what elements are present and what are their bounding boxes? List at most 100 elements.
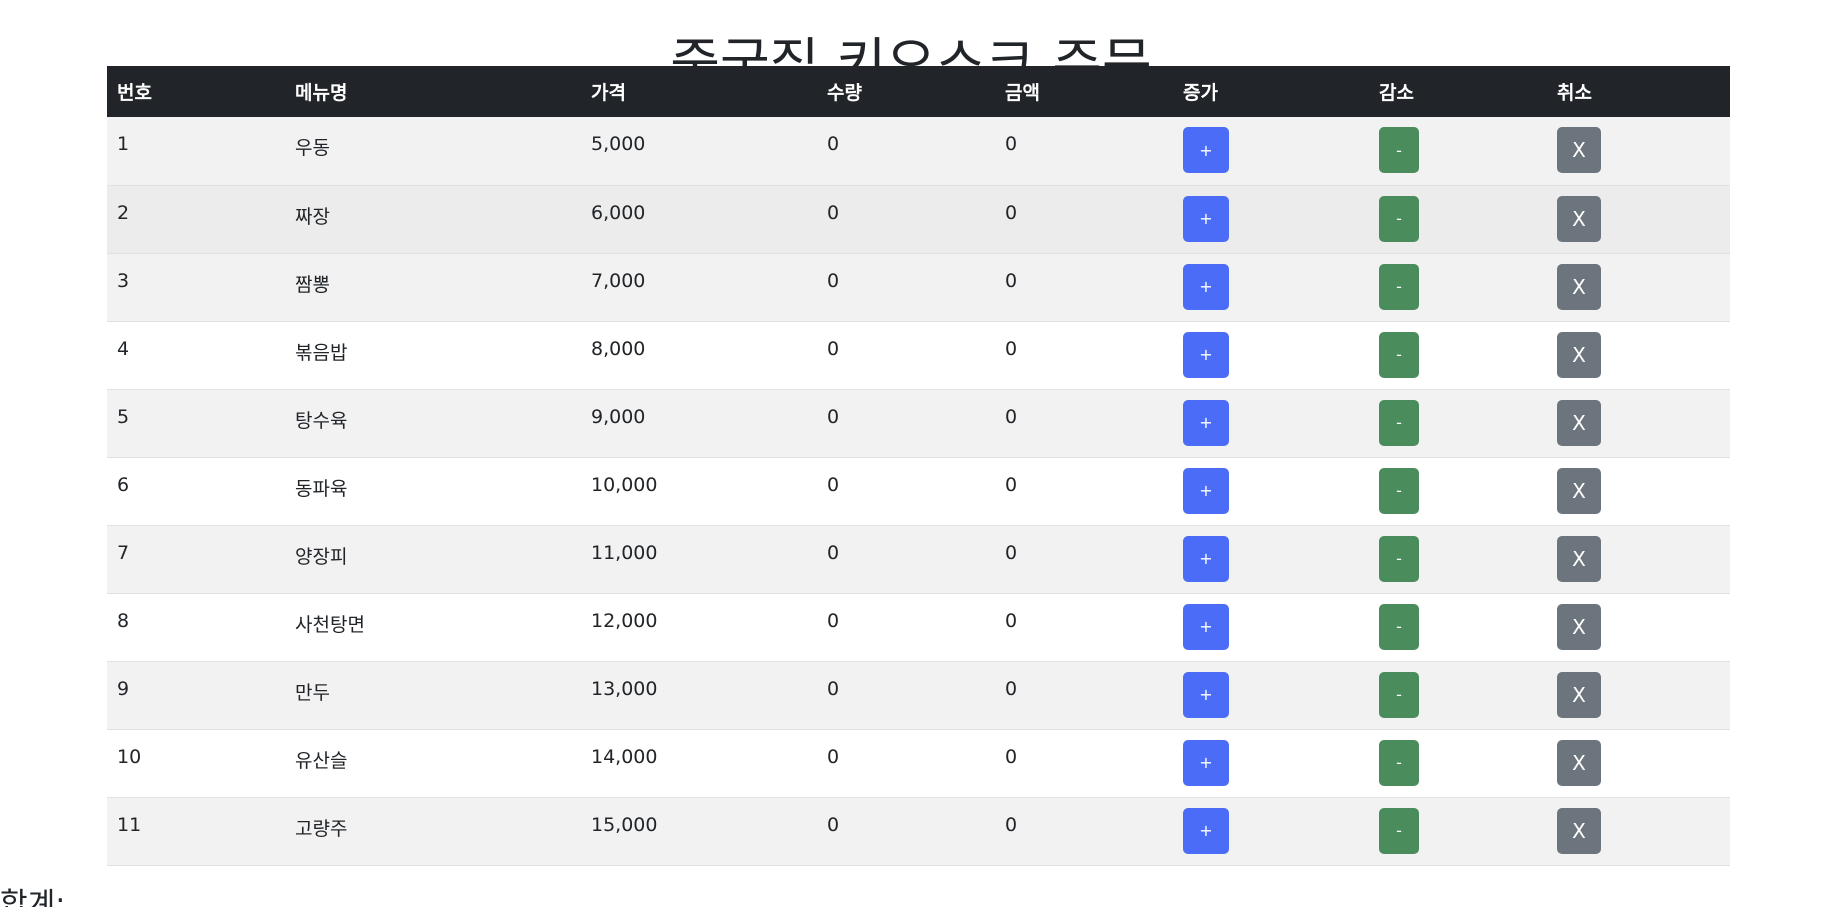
header-cancel: 취소 — [1557, 82, 1592, 104]
row-number: 6 — [117, 473, 130, 496]
cancel-button-cell: X — [1547, 457, 1730, 525]
cancel-button[interactable]: X — [1557, 331, 1601, 378]
decrease-button[interactable]: - — [1379, 127, 1419, 173]
decrease-button-cell: - — [1369, 389, 1547, 457]
cancel-button-cell: X — [1547, 253, 1730, 321]
cancel-button[interactable]: X — [1557, 671, 1601, 718]
decrease-button[interactable]: - — [1379, 331, 1419, 378]
increase-button-cell: + — [1173, 185, 1369, 253]
menu-name: 양장피 — [295, 545, 348, 568]
cancel-button[interactable]: X — [1557, 263, 1601, 310]
increase-button-cell: + — [1173, 593, 1369, 661]
menu-price: 6,000 — [591, 201, 646, 224]
row-number: 5 — [117, 405, 130, 428]
cancel-button[interactable]: X — [1557, 399, 1601, 446]
row-number: 11 — [117, 813, 142, 836]
menu-quantity: 0 — [827, 405, 840, 428]
decrease-button[interactable]: - — [1379, 807, 1419, 854]
menu-amount: 0 — [1005, 133, 1018, 155]
decrease-button-cell: - — [1369, 185, 1547, 253]
menu-amount: 0 — [1005, 609, 1018, 632]
menu-quantity: 0 — [827, 813, 840, 836]
decrease-button[interactable]: - — [1379, 739, 1419, 786]
header-amount: 금액 — [1005, 82, 1040, 104]
cancel-button-cell: X — [1547, 321, 1730, 389]
cancel-button[interactable]: X — [1557, 467, 1601, 514]
menu-quantity: 0 — [827, 473, 840, 496]
increase-button[interactable]: + — [1183, 263, 1229, 310]
row-number: 8 — [117, 609, 130, 632]
decrease-button-cell: - — [1369, 729, 1547, 797]
menu-name: 유산슬 — [295, 749, 348, 772]
menu-name: 동파육 — [295, 477, 348, 500]
menu-name: 짬뽕 — [295, 273, 330, 296]
cancel-button-cell: X — [1547, 729, 1730, 797]
menu-amount: 0 — [1005, 541, 1018, 564]
decrease-button[interactable]: - — [1379, 535, 1419, 582]
menu-amount: 0 — [1005, 813, 1018, 836]
menu-amount: 0 — [1005, 473, 1018, 496]
table-row: 1 우동 5,000 0 0 + - X — [107, 117, 1730, 185]
menu-name: 우동 — [295, 137, 330, 159]
decrease-button-cell: - — [1369, 593, 1547, 661]
menu-amount: 0 — [1005, 405, 1018, 428]
table-body: 1 우동 5,000 0 0 + - X 2 짜장 6,000 0 0 + - X 3 짬뽕 7,000 0 0 + - X 4… — [107, 117, 1730, 865]
header-no: 번호 — [117, 82, 152, 104]
total-label: 합계: — [0, 887, 66, 907]
menu-name: 고량주 — [295, 817, 348, 840]
decrease-button[interactable]: - — [1379, 603, 1419, 650]
increase-button[interactable]: + — [1183, 195, 1229, 242]
table-row: 7 양장피 11,000 0 0 + - X — [107, 525, 1730, 593]
menu-price: 14,000 — [591, 745, 658, 768]
table-row: 2 짜장 6,000 0 0 + - X — [107, 185, 1730, 253]
increase-button[interactable]: + — [1183, 399, 1229, 446]
menu-price: 7,000 — [591, 269, 646, 292]
decrease-button[interactable]: - — [1379, 671, 1419, 718]
increase-button[interactable]: + — [1183, 467, 1229, 514]
cancel-button[interactable]: X — [1557, 127, 1601, 173]
table-row: 10 유산슬 14,000 0 0 + - X — [107, 729, 1730, 797]
cancel-button[interactable]: X — [1557, 603, 1601, 650]
decrease-button-cell: - — [1369, 321, 1547, 389]
cancel-button[interactable]: X — [1557, 535, 1601, 582]
table-row: 6 동파육 10,000 0 0 + - X — [107, 457, 1730, 525]
menu-name: 탕수육 — [295, 409, 348, 432]
increase-button[interactable]: + — [1183, 535, 1229, 582]
increase-button[interactable]: + — [1183, 671, 1229, 718]
menu-amount: 0 — [1005, 269, 1018, 292]
table-row: 5 탕수육 9,000 0 0 + - X — [107, 389, 1730, 457]
decrease-button[interactable]: - — [1379, 195, 1419, 242]
increase-button[interactable]: + — [1183, 807, 1229, 854]
menu-amount: 0 — [1005, 201, 1018, 224]
increase-button-cell: + — [1173, 525, 1369, 593]
cancel-button-cell: X — [1547, 661, 1730, 729]
menu-amount: 0 — [1005, 745, 1018, 768]
increase-button[interactable]: + — [1183, 127, 1229, 173]
increase-button-cell: + — [1173, 253, 1369, 321]
decrease-button-cell: - — [1369, 457, 1547, 525]
increase-button-cell: + — [1173, 729, 1369, 797]
menu-price: 9,000 — [591, 405, 646, 428]
increase-button[interactable]: + — [1183, 603, 1229, 650]
cancel-button[interactable]: X — [1557, 739, 1601, 786]
menu-name: 만두 — [295, 681, 330, 704]
header-increase: 증가 — [1183, 82, 1218, 104]
decrease-button[interactable]: - — [1379, 467, 1419, 514]
table-row: 9 만두 13,000 0 0 + - X — [107, 661, 1730, 729]
cancel-button[interactable]: X — [1557, 807, 1601, 854]
increase-button[interactable]: + — [1183, 739, 1229, 786]
menu-quantity: 0 — [827, 745, 840, 768]
increase-button-cell: + — [1173, 661, 1369, 729]
increase-button-cell: + — [1173, 457, 1369, 525]
decrease-button[interactable]: - — [1379, 399, 1419, 446]
increase-button[interactable]: + — [1183, 331, 1229, 378]
decrease-button[interactable]: - — [1379, 263, 1419, 310]
table-row: 11 고량주 15,000 0 0 + - X — [107, 797, 1730, 865]
table-header: 번호 메뉴명 가격 수량 금액 증가 감소 취소 — [107, 66, 1730, 117]
cancel-button-cell: X — [1547, 389, 1730, 457]
row-number: 4 — [117, 337, 130, 360]
decrease-button-cell: - — [1369, 661, 1547, 729]
cancel-button[interactable]: X — [1557, 195, 1601, 242]
row-number: 2 — [117, 201, 130, 224]
